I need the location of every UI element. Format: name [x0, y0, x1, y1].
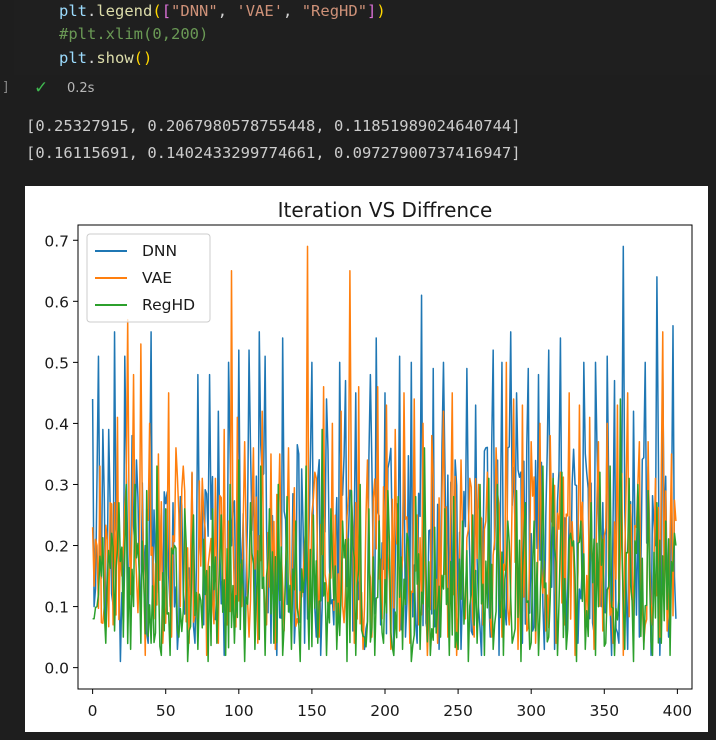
execution-duration: 0.2s [67, 81, 95, 96]
code-line-show[interactable]: plt.show() [59, 48, 152, 68]
legend-label: DNN [142, 242, 177, 260]
code-line-legend[interactable]: plt.legend(["DNN", 'VAE', "RegHD"]) [59, 1, 386, 21]
code-token: ] [367, 2, 377, 20]
cell-status-bar: ] ✓ 0.2s [0, 75, 716, 103]
code-token: show [96, 49, 134, 67]
code-token: ( [152, 2, 162, 20]
code-token: 'VAE' [236, 2, 284, 20]
code-token: [ [161, 2, 172, 20]
code-token: , [217, 2, 237, 20]
code-line-xlim-comment[interactable]: #plt.xlim(0,200) [59, 24, 208, 44]
y-tick-label: 0.6 [44, 293, 69, 311]
x-tick-label: 200 [370, 702, 400, 720]
code-token: "RegHD" [301, 2, 368, 20]
series-line-reghd [92, 398, 677, 663]
output-line-2: [0.16115691, 0.1402433299774661, 0.09727… [26, 144, 521, 162]
legend-label: RegHD [142, 296, 195, 314]
y-tick-label: 0.0 [44, 660, 69, 678]
code-token: "DNN" [171, 2, 218, 20]
output-line-1: [0.25327915, 0.2067980578755448, 0.11851… [26, 117, 521, 135]
execution-bracket: ] [2, 80, 10, 95]
x-tick-label: 150 [297, 702, 327, 720]
y-tick-label: 0.3 [44, 476, 69, 494]
code-token: legend [96, 2, 153, 20]
code-token: . [87, 49, 97, 67]
code-token: #plt.xlim(0,200) [59, 25, 209, 43]
code-cell[interactable]: plt.legend(["DNN", 'VAE', "RegHD"]) #plt… [0, 0, 716, 75]
code-token: , [283, 2, 302, 20]
y-tick-label: 0.2 [44, 538, 69, 556]
x-tick-label: 100 [224, 702, 254, 720]
chart-title: Iteration VS Diffrence [278, 198, 493, 222]
legend-box [86, 233, 211, 323]
code-token: plt [59, 49, 87, 67]
y-tick-label: 0.1 [44, 599, 69, 617]
cell-gutter [0, 0, 14, 75]
x-tick-label: 400 [663, 702, 693, 720]
code-token: . [87, 2, 97, 20]
series-line-vae [91, 245, 677, 657]
legend-label: VAE [142, 269, 172, 287]
x-tick-label: 250 [443, 702, 473, 720]
y-tick-label: 0.4 [44, 415, 69, 433]
line-chart: Iteration VS Diffrence 0.0 0.1 0.2 0.3 0.4 0.5… [44, 198, 693, 720]
plot-output: Iteration VS Diffrence 0.0 0.1 0.2 0.3 0.4 0.5… [25, 186, 708, 732]
y-tick-label: 0.7 [44, 232, 69, 250]
x-tick-label: 0 [88, 702, 98, 720]
x-tick-label: 300 [516, 702, 546, 720]
code-token: ) [376, 2, 386, 20]
x-tick-label: 50 [156, 702, 176, 720]
y-tick-label: 0.5 [44, 354, 69, 372]
code-token: () [133, 49, 153, 67]
code-token: plt [59, 2, 87, 20]
x-tick-label: 350 [589, 702, 619, 720]
check-icon: ✓ [34, 78, 49, 98]
